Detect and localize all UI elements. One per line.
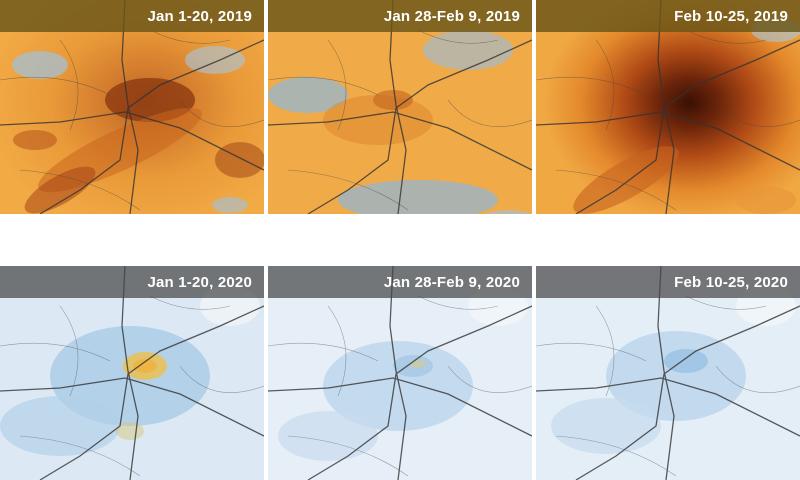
panel-date-label: Feb 10-25, 2020 [674, 273, 788, 291]
panel-date-label: Jan 1-20, 2019 [147, 7, 252, 25]
map-panel-late-jan-2020: Jan 28-Feb 9, 2020 [268, 266, 532, 480]
panel-date-label: Jan 28-Feb 9, 2020 [383, 273, 520, 291]
map-panel-jan-2020: Jan 1-20, 2020 [0, 266, 264, 480]
no2-map-late-jan-2020 [268, 266, 532, 480]
panel-date-label: Feb 10-25, 2019 [674, 7, 788, 25]
panel-label-bar: Feb 10-25, 2019 [536, 0, 800, 32]
map-panel-feb-2020: Feb 10-25, 2020 [536, 266, 800, 480]
panel-label-bar: Jan 1-20, 2020 [0, 266, 264, 298]
no2-map-jan-2020 [0, 266, 264, 480]
no2-map-feb-2020 [536, 266, 800, 480]
panel-label-bar: Feb 10-25, 2020 [536, 266, 800, 298]
no2-map-feb-2019 [536, 0, 800, 214]
map-panel-feb-2019: Feb 10-25, 2019 [536, 0, 800, 214]
panel-label-bar: Jan 28-Feb 9, 2020 [268, 266, 532, 298]
panel-date-label: Jan 28-Feb 9, 2019 [383, 7, 520, 25]
panel-label-bar: Jan 1-20, 2019 [0, 0, 264, 32]
panel-date-label: Jan 1-20, 2020 [147, 273, 252, 291]
map-panel-late-jan-2019: Jan 28-Feb 9, 2019 [268, 0, 532, 214]
no2-map-late-jan-2019 [268, 0, 532, 214]
map-panel-jan-2019: Jan 1-20, 2019 [0, 0, 264, 214]
no2-map-jan-2019 [0, 0, 264, 214]
panel-label-bar: Jan 28-Feb 9, 2019 [268, 0, 532, 32]
